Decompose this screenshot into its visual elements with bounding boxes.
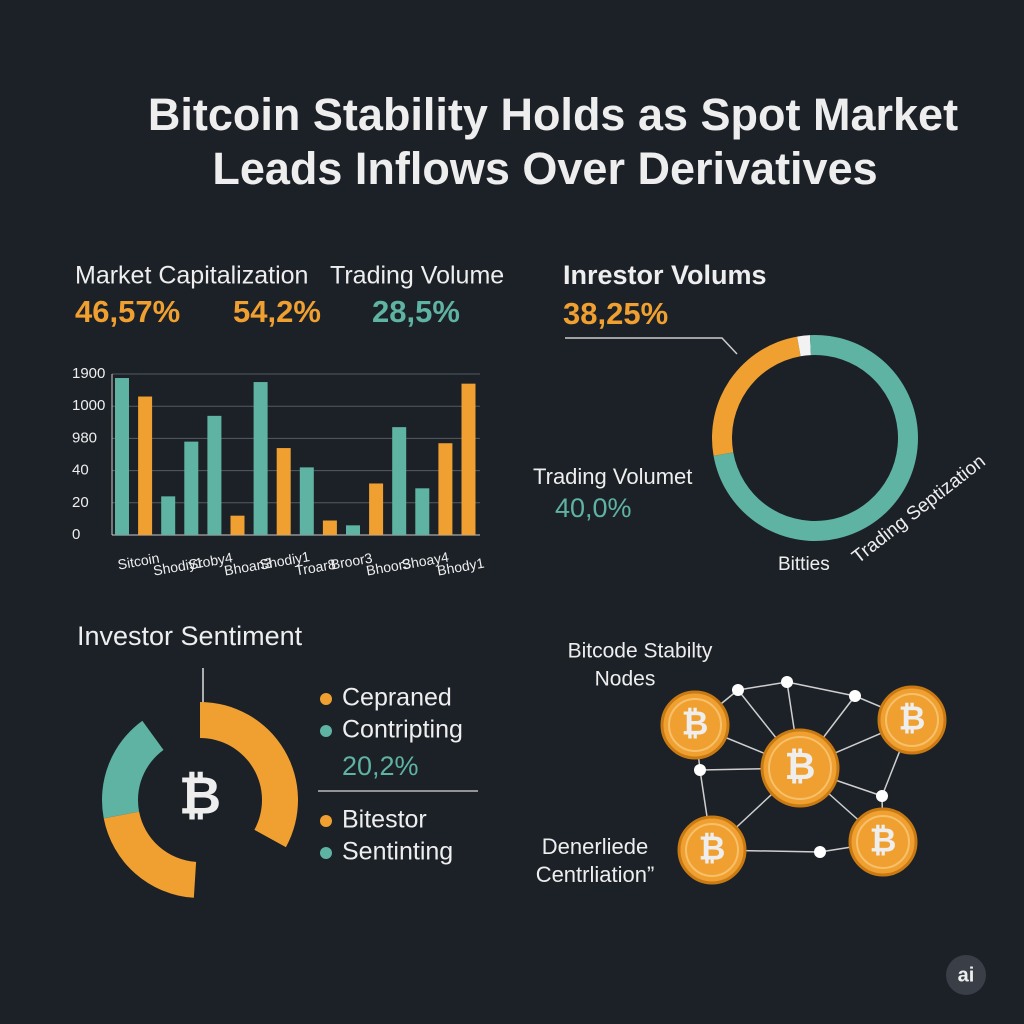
title-line: Bitcoin Stability Holds as Spot Market xyxy=(148,89,958,140)
node-dot xyxy=(876,790,888,802)
donut-segment xyxy=(200,702,298,848)
coin-rim xyxy=(768,736,832,800)
stat-value: 46,57% xyxy=(75,294,180,329)
donut-segment xyxy=(193,829,286,898)
badge: ai xyxy=(958,964,975,986)
x-tick-label: Troar8 xyxy=(294,556,337,579)
x-tick-label: Broor3 xyxy=(329,550,373,573)
coin-symbol: ₿ xyxy=(785,746,816,788)
side-value: 40,0% xyxy=(555,493,632,523)
headline-value: 38,25% xyxy=(563,296,668,331)
leader-line xyxy=(565,337,738,355)
legend-label: Sentinting xyxy=(342,838,453,866)
y-tick-label: 20 xyxy=(72,494,89,511)
network-title: Bitcode Stabilty xyxy=(568,640,713,663)
legend-label: Contripting xyxy=(342,716,463,744)
bar xyxy=(161,496,176,535)
y-tick-label: 0 xyxy=(72,526,80,543)
legend-swatch xyxy=(320,693,332,705)
bar xyxy=(415,488,430,535)
donut-segment xyxy=(103,811,197,898)
donut-segment xyxy=(797,335,811,357)
bar xyxy=(299,467,314,535)
coin-rim xyxy=(856,815,910,869)
bar xyxy=(184,441,199,535)
bar xyxy=(138,396,153,535)
bar xyxy=(230,515,245,535)
coin-rim xyxy=(885,693,939,747)
network-caption: Centrliation” xyxy=(536,862,655,887)
badge-bg xyxy=(946,955,986,995)
title-line: Leads Inflows Over Derivatives xyxy=(212,143,877,194)
bitcoin-symbol: ₿ xyxy=(179,768,221,826)
node-dot xyxy=(732,684,744,696)
stat-value: 28,5% xyxy=(372,294,460,329)
legend-value: 20,2% xyxy=(342,751,419,781)
bar xyxy=(253,382,268,535)
panel-title: Investor Sentiment xyxy=(77,621,303,651)
y-tick-label: 1900 xyxy=(72,365,105,382)
y-tick-label: 40 xyxy=(72,462,89,479)
x-tick-label: Sitcoin xyxy=(116,550,160,573)
segment-label: Bitties xyxy=(778,554,830,575)
y-tick-label: 1000 xyxy=(72,397,105,414)
panel-title: Inrestor Volums xyxy=(563,260,767,290)
legend-swatch xyxy=(320,725,332,737)
coin-rim xyxy=(668,698,722,752)
coin-symbol: ₿ xyxy=(682,705,709,742)
coin xyxy=(877,685,947,755)
legend-label: Cepraned xyxy=(342,684,452,712)
x-tick-label: Bhoor3 xyxy=(365,555,412,579)
edge xyxy=(737,681,788,691)
legend-swatch xyxy=(320,815,332,827)
bar xyxy=(346,525,360,535)
bar xyxy=(461,383,476,535)
y-tick-label: 980 xyxy=(72,429,97,446)
network-title: Nodes xyxy=(595,668,656,691)
coin-symbol: ₿ xyxy=(870,822,897,859)
coin xyxy=(760,728,840,808)
side-label: Trading Volumet xyxy=(533,464,692,489)
stat-value: 54,2% xyxy=(233,294,321,329)
network-caption: Denerliede xyxy=(542,834,648,859)
coin xyxy=(677,815,747,885)
panel-label: Trading Volume xyxy=(330,262,504,290)
donut-segment xyxy=(712,336,801,456)
coin xyxy=(660,690,730,760)
x-tick-label: Sroby4 xyxy=(187,549,234,572)
coin xyxy=(848,807,918,877)
bar xyxy=(438,443,453,535)
node-dot xyxy=(814,846,826,858)
donut-segment xyxy=(142,702,200,750)
donut-segment xyxy=(102,720,164,819)
bar xyxy=(207,415,222,535)
bar xyxy=(276,448,291,535)
bar xyxy=(369,483,384,535)
dots xyxy=(694,676,888,858)
panel-label: Market Capitalization xyxy=(75,262,308,290)
legend-label: Bitestor xyxy=(342,806,427,834)
node-dot xyxy=(694,764,706,776)
legend-swatch xyxy=(320,847,332,859)
node-dot xyxy=(849,690,861,702)
coin-rim xyxy=(685,823,739,877)
bar xyxy=(115,378,129,535)
bar xyxy=(392,427,407,535)
coin-symbol: ₿ xyxy=(699,830,726,867)
coin-symbol: ₿ xyxy=(899,700,926,737)
edge xyxy=(786,681,856,697)
node-dot xyxy=(781,676,793,688)
bar xyxy=(322,520,337,535)
